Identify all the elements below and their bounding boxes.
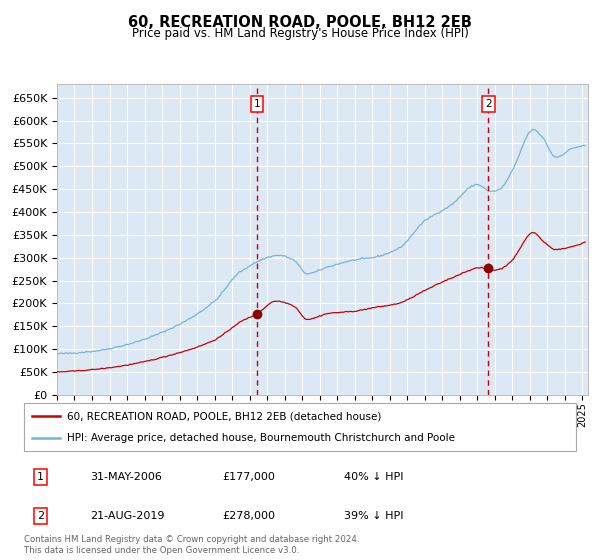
Text: 31-MAY-2006: 31-MAY-2006 [90,472,162,482]
Text: 21-AUG-2019: 21-AUG-2019 [90,511,165,521]
Text: Price paid vs. HM Land Registry's House Price Index (HPI): Price paid vs. HM Land Registry's House … [131,27,469,40]
Text: £278,000: £278,000 [223,511,276,521]
Text: Contains HM Land Registry data © Crown copyright and database right 2024.
This d: Contains HM Land Registry data © Crown c… [24,535,359,555]
Text: 60, RECREATION ROAD, POOLE, BH12 2EB (detached house): 60, RECREATION ROAD, POOLE, BH12 2EB (de… [67,411,382,421]
Text: 1: 1 [253,99,260,109]
Text: 1: 1 [37,472,44,482]
Text: HPI: Average price, detached house, Bournemouth Christchurch and Poole: HPI: Average price, detached house, Bour… [67,433,455,443]
Text: 2: 2 [485,99,491,109]
Text: £177,000: £177,000 [223,472,275,482]
Text: 40% ↓ HPI: 40% ↓ HPI [344,472,404,482]
Text: 60, RECREATION ROAD, POOLE, BH12 2EB: 60, RECREATION ROAD, POOLE, BH12 2EB [128,15,472,30]
Text: 39% ↓ HPI: 39% ↓ HPI [344,511,404,521]
Text: 2: 2 [37,511,44,521]
FancyBboxPatch shape [24,403,576,451]
